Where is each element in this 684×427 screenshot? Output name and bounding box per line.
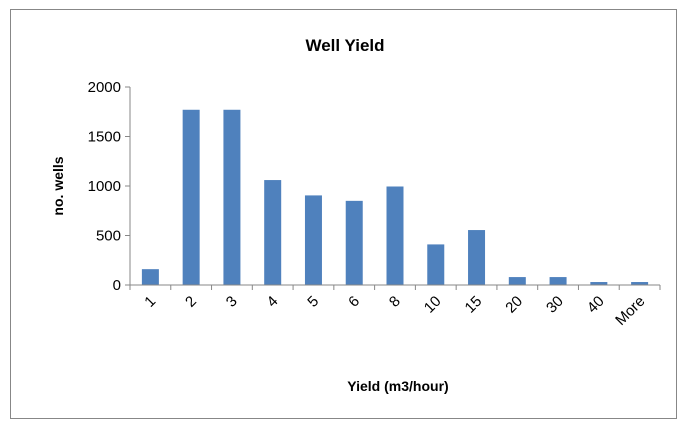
x-axis-title: Yield (m3/hour) (347, 378, 448, 394)
x-tick-label: 8 (386, 293, 404, 311)
chart-title: Well Yield (305, 36, 384, 55)
y-axis-title: no. wells (50, 156, 66, 215)
bar (264, 180, 282, 285)
x-tick-label: 40 (584, 293, 608, 317)
x-tick-label: 4 (264, 293, 282, 311)
y-tick-label: 1000 (88, 178, 121, 195)
x-tick-label: 5 (304, 293, 322, 311)
bar (386, 186, 404, 285)
y-tick-label: 2000 (88, 79, 121, 96)
bar (223, 109, 241, 286)
x-tick-label: 10 (421, 293, 445, 317)
x-tick-label: 30 (543, 293, 567, 317)
bar (182, 109, 200, 286)
x-tick-label: 6 (345, 293, 363, 311)
bar (631, 282, 649, 285)
y-axis-ticks: 0 500 1000 1500 2000 (88, 79, 130, 294)
y-tick-label: 500 (96, 228, 121, 245)
chart-frame (10, 9, 677, 419)
bar (427, 244, 445, 285)
x-axis-ticks: 1 2 3 4 5 6 8 10 15 20 30 40 More (129, 285, 661, 329)
bar (345, 200, 363, 285)
x-tick-label: 1 (141, 293, 159, 311)
bar (508, 277, 526, 285)
x-tick-label: 20 (502, 293, 526, 317)
x-tick-label: 2 (182, 293, 200, 311)
y-tick-label: 1500 (88, 129, 121, 146)
x-tick-label: 3 (223, 293, 241, 311)
bar (141, 269, 159, 285)
bar (590, 282, 608, 285)
y-tick-label: 0 (113, 277, 121, 294)
x-tick-label: 15 (462, 293, 486, 317)
x-tick-label: More (612, 293, 648, 329)
bar (468, 230, 486, 285)
bar (304, 195, 322, 285)
bars (141, 109, 649, 286)
bar (549, 277, 567, 285)
